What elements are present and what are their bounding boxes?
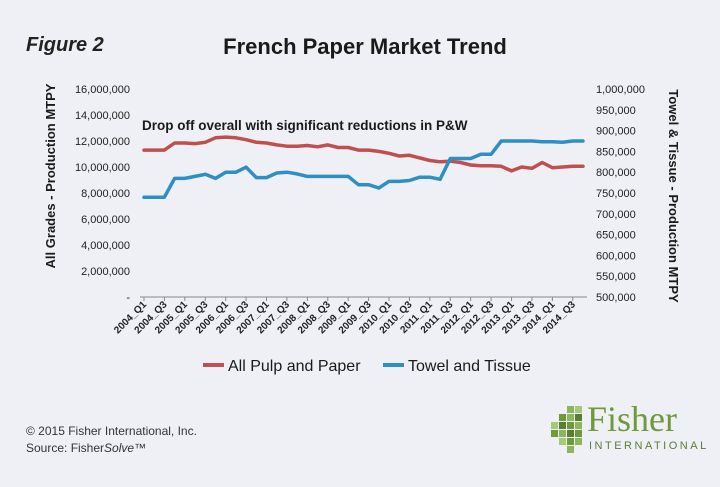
logo-subtitle: INTERNATIONAL — [589, 440, 709, 452]
logo-wordmark: Fisher — [587, 399, 677, 439]
plot-area — [142, 135, 585, 199]
y-right-tick-label: 700,000 — [596, 209, 636, 221]
y-right-tick-label: 1,000,000 — [596, 84, 645, 96]
y-axis-right: 500,000 550,000 600,000 650,000 700,000 750,0… — [596, 84, 645, 304]
y-left-tick-label: 2,000,000 — [81, 266, 130, 278]
x-axis: 2004_Q12004_Q32005_Q12005_Q32006_Q12006_… — [112, 297, 578, 336]
series-line-pulp-paper — [142, 135, 585, 173]
y-left-tick-label: 4,000,000 — [81, 240, 130, 252]
y-right-tick-label: 800,000 — [596, 167, 636, 179]
y-right-tick-label: 850,000 — [596, 146, 636, 158]
y-left-tick-label: 14,000,000 — [75, 110, 130, 122]
chart-title: French Paper Market Trend — [223, 34, 507, 59]
y-right-tick-label: 750,000 — [596, 188, 636, 200]
y-left-tick-label: - — [126, 292, 130, 304]
y-axis-left-title: All Grades - Production MTPY — [43, 83, 58, 268]
y-right-tick-label: 950,000 — [596, 105, 636, 117]
y-left-tick-label: 10,000,000 — [75, 162, 130, 174]
y-right-tick-label: 900,000 — [596, 126, 636, 138]
fisher-logo: Fisher INTERNATIONAL — [545, 399, 706, 460]
y-axis-right-title: Towel & Tissue - Production MTPY — [666, 89, 681, 303]
chart-annotation: Drop off overall with significant reduct… — [142, 118, 468, 133]
y-axis-left: - 2,000,000 4,000,000 6,000,000 8,000,000 10,… — [75, 84, 130, 304]
y-left-tick-label: 16,000,000 — [75, 84, 130, 96]
copyright-text: © 2015 Fisher International, Inc. — [26, 424, 197, 438]
series-line-towel-tissue — [142, 139, 585, 199]
figure-label: Figure 2 — [26, 34, 104, 56]
legend-label-towel-tissue: Towel and Tissue — [408, 358, 531, 375]
y-right-tick-label: 500,000 — [596, 292, 636, 304]
legend-label-pulp-paper: All Pulp and Paper — [228, 358, 361, 375]
y-right-tick-label: 600,000 — [596, 250, 636, 262]
legend: All Pulp and Paper Towel and Tissue — [203, 358, 531, 375]
y-left-tick-label: 8,000,000 — [81, 188, 130, 200]
y-left-tick-label: 12,000,000 — [75, 136, 130, 148]
source-text: Source: FisherSolve™ — [26, 441, 147, 455]
y-right-tick-label: 650,000 — [596, 230, 636, 242]
chart: French Paper Market Trend Drop off overa… — [43, 34, 681, 375]
logo-mark-icon — [551, 406, 582, 453]
y-left-tick-label: 6,000,000 — [81, 214, 130, 226]
y-right-tick-label: 550,000 — [596, 271, 636, 283]
